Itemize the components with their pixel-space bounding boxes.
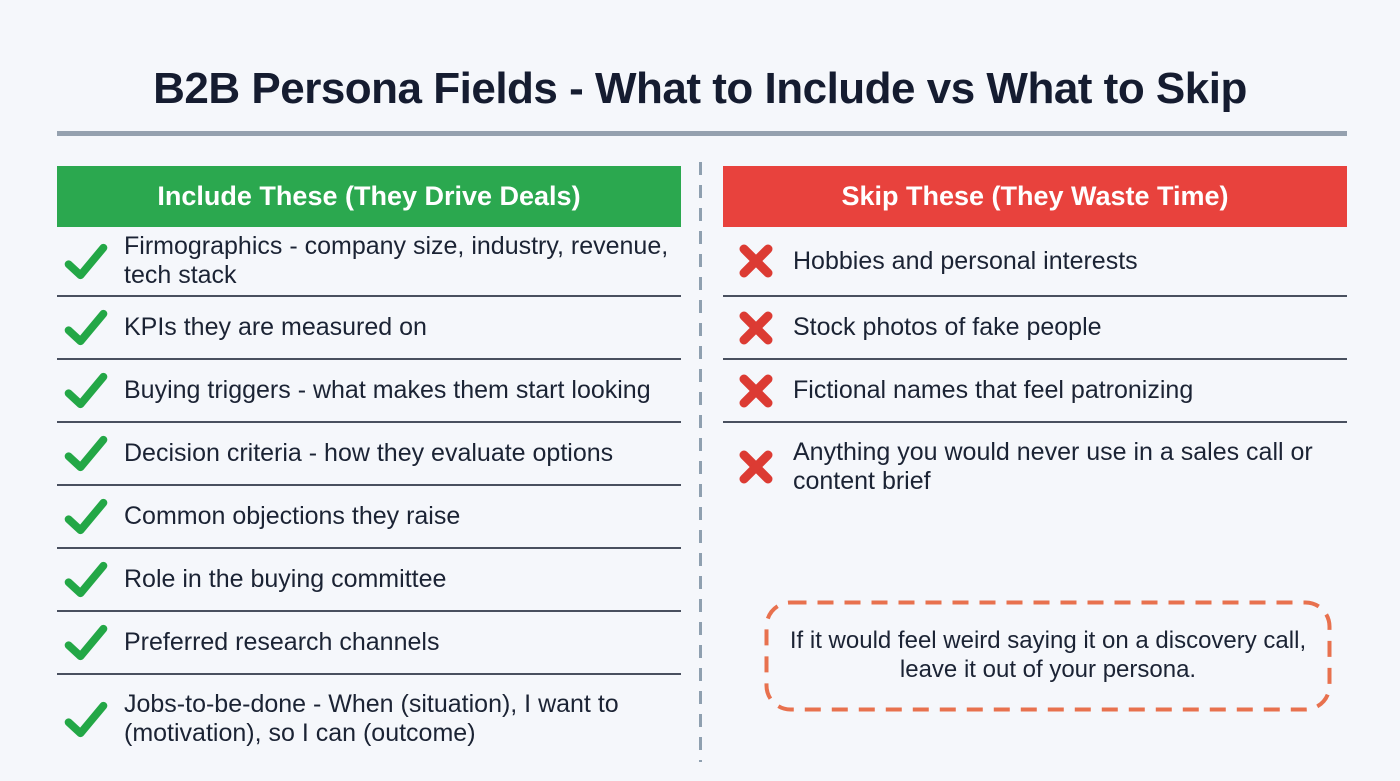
item-text: Buying triggers - what makes them start … xyxy=(124,376,651,404)
item-text: Hobbies and personal interests xyxy=(793,246,1138,275)
list-item: Common objections they raise xyxy=(57,486,681,549)
check-icon xyxy=(62,498,110,535)
list-item: Stock photos of fake people xyxy=(723,297,1347,360)
dashed-border xyxy=(764,600,1332,712)
check-icon xyxy=(62,435,110,472)
page-title: B2B Persona Fields - What to Include vs … xyxy=(153,64,1247,113)
x-icon xyxy=(737,243,775,279)
x-icon xyxy=(737,449,775,485)
list-item: Fictional names that feel patronizing xyxy=(723,360,1347,423)
item-text: Anything you would never use in a sales … xyxy=(793,438,1313,495)
check-icon xyxy=(62,624,110,661)
list-item: Decision criteria - how they evaluate op… xyxy=(57,423,681,486)
title-divider xyxy=(57,131,1347,136)
list-item: Role in the buying committee xyxy=(57,549,681,612)
column-divider xyxy=(699,162,702,762)
include-column: Include These (They Drive Deals) Firmogr… xyxy=(57,166,681,763)
item-text: Common objections they raise xyxy=(124,502,461,530)
item-text: Decision criteria - how they evaluate op… xyxy=(124,439,614,467)
item-text: Stock photos of fake people xyxy=(793,313,1102,341)
note-box: If it would feel weird saying it on a di… xyxy=(764,600,1332,712)
check-icon xyxy=(62,561,110,598)
list-item: Preferred research channels xyxy=(57,612,681,675)
list-item: Anything you would never use in a sales … xyxy=(723,423,1347,511)
item-text: Fictional names that feel patronizing xyxy=(793,376,1194,404)
x-icon xyxy=(737,310,775,346)
check-icon xyxy=(62,372,110,409)
item-text: Role in the buying committee xyxy=(124,565,447,593)
check-icon xyxy=(62,243,110,280)
x-icon xyxy=(737,373,775,409)
list-item: KPIs they are measured on xyxy=(57,297,681,360)
item-text: Firmographics - company size, industry, … xyxy=(124,232,669,289)
list-item: Firmographics - company size, industry, … xyxy=(57,227,681,297)
item-text: Jobs-to-be-done - When (situation), I wa… xyxy=(124,690,619,747)
check-icon xyxy=(62,701,110,738)
list-item: Hobbies and personal interests xyxy=(723,227,1347,297)
item-text: Preferred research channels xyxy=(124,628,440,656)
item-text: KPIs they are measured on xyxy=(124,313,427,341)
list-item: Buying triggers - what makes them start … xyxy=(57,360,681,423)
skip-column: Skip These (They Waste Time) Hobbies and… xyxy=(723,166,1347,511)
list-item: Jobs-to-be-done - When (situation), I wa… xyxy=(57,675,681,763)
skip-header: Skip These (They Waste Time) xyxy=(723,166,1347,227)
include-header: Include These (They Drive Deals) xyxy=(57,166,681,227)
note-text: If it would feel weird saying it on a di… xyxy=(789,627,1307,683)
check-icon xyxy=(62,309,110,346)
